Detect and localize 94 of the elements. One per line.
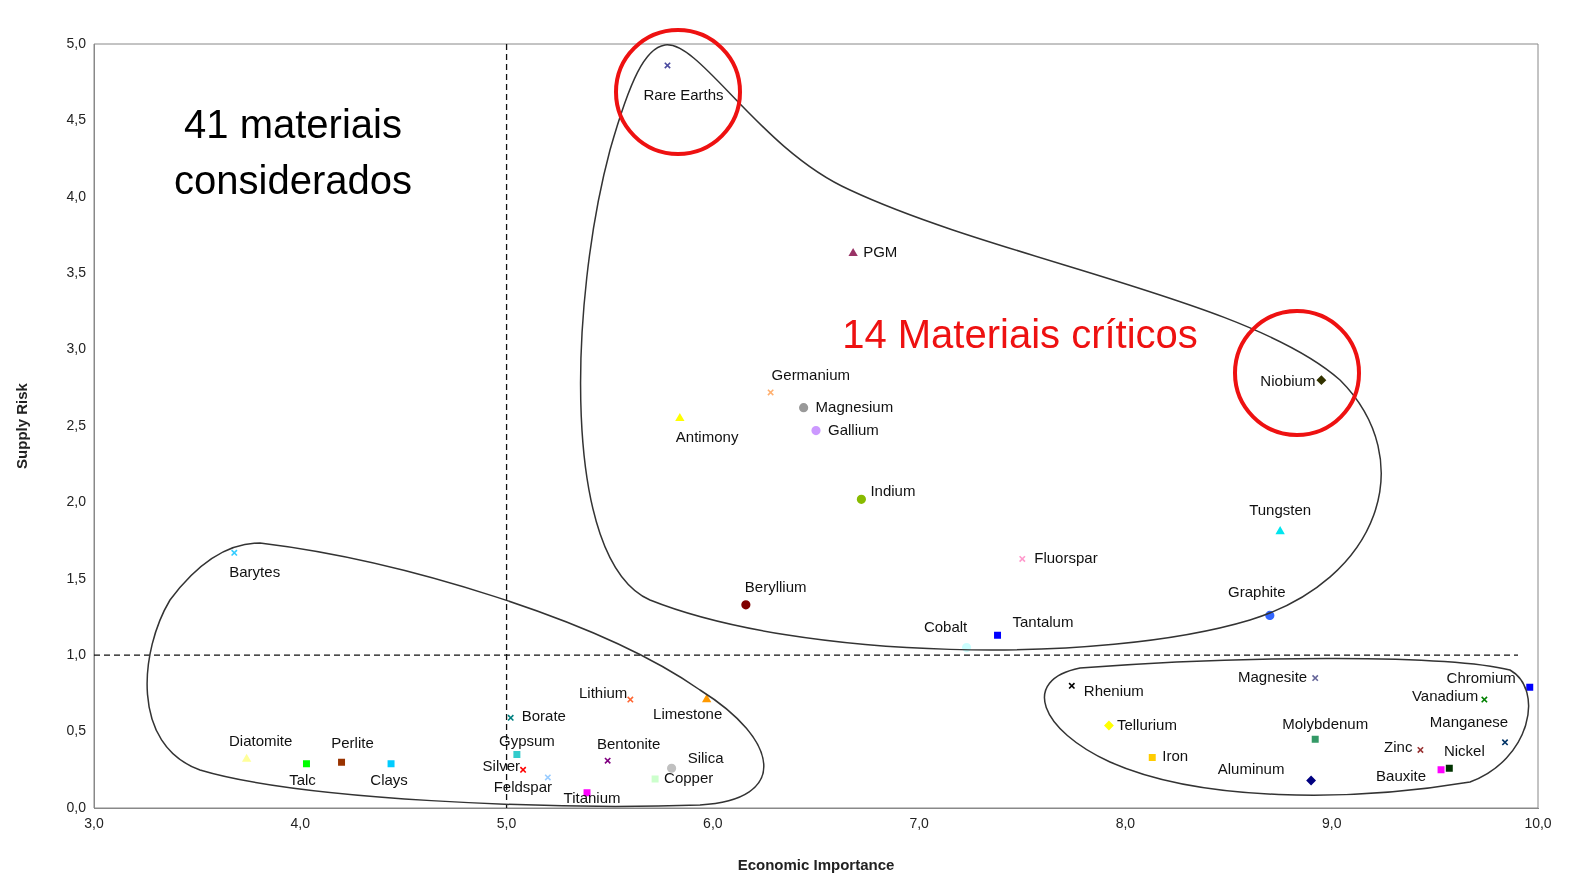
x-tick-label: 9,0	[1321, 815, 1342, 832]
y-tick-label: 4,5	[66, 111, 87, 128]
series-label: Tantalum	[1012, 613, 1074, 631]
point	[387, 760, 395, 768]
point	[994, 631, 1002, 639]
y-tick-label: 0,0	[66, 798, 87, 815]
point	[1445, 764, 1453, 772]
series-label: Manganese	[1429, 713, 1509, 731]
point	[513, 751, 521, 759]
x-axis-title: Economic Importance	[737, 856, 895, 874]
series-label: Graphite	[1228, 582, 1286, 600]
point	[604, 757, 612, 765]
y-tick-label: 1,0	[66, 646, 87, 663]
series-label: Fluorspar	[1034, 549, 1098, 567]
series-label: Borate	[521, 706, 566, 724]
point	[1311, 674, 1319, 682]
series-label: Silica	[687, 749, 725, 767]
series-label: Silver	[482, 756, 521, 774]
annotation: 41 materiais considerados	[174, 102, 412, 203]
point	[799, 403, 809, 413]
point	[1311, 735, 1319, 743]
series-label: Bauxite	[1376, 766, 1427, 784]
series-label: Vanadium	[1411, 686, 1479, 704]
annotation: 14 Materiais críticos	[842, 312, 1198, 357]
point	[242, 754, 251, 762]
series-label: Chromium	[1446, 669, 1516, 687]
point	[663, 61, 671, 69]
series-label: Beryllium	[744, 577, 807, 595]
point	[767, 388, 775, 396]
series-label: Diatomite	[228, 732, 293, 750]
x-tick-label: 5,0	[496, 815, 517, 832]
y-tick-label: 3,5	[66, 264, 87, 281]
series-label: Gallium	[828, 420, 879, 438]
y-tick-label: 4,0	[66, 187, 87, 204]
series-label: PGM	[863, 243, 898, 261]
x-tick-label: 10,0	[1524, 815, 1552, 832]
series-label: Bentonite	[596, 734, 661, 752]
series-label: Iron	[1162, 746, 1189, 764]
series-label: Perlite	[331, 734, 374, 752]
series-label: Copper	[664, 769, 714, 787]
point	[1104, 720, 1114, 731]
point	[338, 758, 346, 766]
point	[230, 549, 238, 557]
point	[1526, 683, 1534, 691]
point	[1316, 375, 1326, 385]
point	[1068, 682, 1076, 690]
x-tick-label: 8,0	[1115, 815, 1136, 832]
y-tick-label: 3,0	[66, 340, 87, 357]
series-label: Talc	[289, 770, 317, 788]
point	[667, 763, 677, 773]
x-tick-label: 3,0	[84, 815, 104, 832]
point	[651, 775, 659, 783]
series-label: Rhenium	[1083, 681, 1144, 699]
y-tick-label: 2,5	[66, 416, 87, 433]
y-tick-label: 2,0	[66, 493, 87, 510]
point	[702, 694, 711, 703]
point	[856, 494, 866, 504]
y-axis-title: Supply Risk	[13, 382, 31, 469]
point	[302, 760, 310, 768]
series-label: Rare Earths	[643, 85, 724, 103]
y-tick-label: 5,0	[66, 34, 87, 51]
point	[675, 413, 684, 422]
series-label: Tungsten	[1249, 500, 1312, 518]
x-tick-label: 7,0	[909, 815, 930, 832]
series-label: Limestone	[653, 704, 723, 722]
series-label: Molybdenum	[1282, 715, 1369, 733]
point	[1148, 754, 1156, 762]
y-tick-label: 0,5	[66, 722, 87, 739]
series-label: Nickel	[1443, 742, 1485, 760]
y-tick-label: 1,5	[66, 569, 87, 586]
point	[1437, 766, 1445, 774]
point	[1276, 526, 1285, 535]
series-label: Barytes	[229, 562, 281, 580]
series-label: Titanium	[563, 788, 621, 806]
series-label: Clays	[370, 770, 408, 788]
series-label: Aluminum	[1217, 759, 1285, 777]
point	[811, 425, 821, 436]
series-label: Germanium	[771, 365, 850, 383]
series-label: Indium	[870, 482, 916, 500]
series-label: Antimony	[675, 427, 739, 445]
series-label: Tellurium	[1116, 715, 1177, 733]
point	[741, 600, 751, 610]
x-tick-label: 6,0	[703, 815, 723, 832]
point	[1306, 775, 1316, 786]
series-label: Cobalt	[923, 617, 969, 635]
point	[849, 248, 858, 257]
series-label: Magnesite	[1237, 668, 1308, 686]
series-label: Magnesium	[815, 397, 894, 415]
x-tick-label: 4,0	[290, 815, 311, 832]
series-label: Lithium	[578, 683, 628, 701]
series-label: Gypsum	[498, 731, 555, 749]
series-label: Zinc	[1384, 738, 1413, 756]
series-label: Feldspar	[493, 777, 553, 795]
series-label: Niobium	[1260, 372, 1316, 390]
